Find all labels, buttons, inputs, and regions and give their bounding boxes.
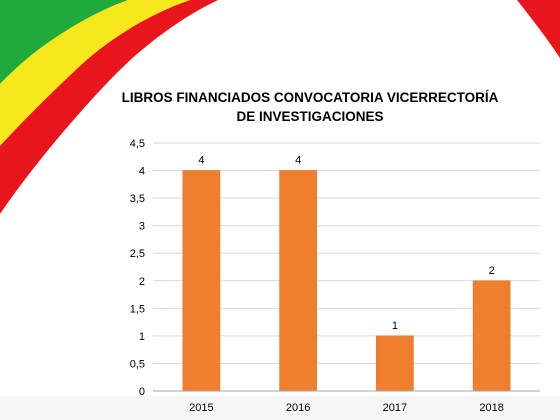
x-tick-label-2015: 2015 [189,402,213,414]
y-tick-label: 1 [139,331,145,343]
bar-2017 [376,335,414,392]
y-tick-label: 3,5 [130,193,145,205]
x-tick-label-2017: 2017 [383,402,407,414]
slide-bottom-shadow [0,396,560,420]
y-tick-label: 0 [139,386,145,398]
chart-title-line-1: LIBROS FINANCIADOS CONVOCATORIA VICERREC… [121,90,499,105]
data-labels: 4 4 1 2 [198,155,494,332]
data-label-2018: 2 [489,265,495,277]
bar-2016 [279,170,317,392]
y-tick-label: 0,5 [130,358,145,370]
bar-2018 [472,280,511,392]
y-tick-label: 2 [139,276,145,288]
x-axis-tick-labels: 2015 2016 2017 2018 [189,402,504,414]
data-label-2017: 1 [392,320,398,332]
y-tick-label: 3 [139,221,145,233]
bars [182,170,511,392]
y-tick-label: 1,5 [130,303,145,315]
y-tick-label: 2,5 [130,248,145,260]
y-tick-label: 4 [139,166,145,178]
flag-stripe-yellow [0,0,190,146]
x-tick-label-2018: 2018 [479,402,503,414]
y-axis-tick-labels: 0 0,5 1 1,5 2 2,5 3 3,5 4 4,5 [130,138,145,398]
flag-corner-red [517,0,560,58]
flag-stripe-green [0,0,128,84]
chart-title-line-2: DE INVESTIGACIONES [236,109,384,124]
y-tick-label: 4,5 [130,138,145,150]
data-label-2016: 4 [295,155,301,167]
flag-stripe-red [0,0,218,214]
bar-2015 [182,170,221,392]
data-label-2015: 4 [198,155,204,167]
x-tick-label-2016: 2016 [286,402,310,414]
chart-title: LIBROS FINANCIADOS CONVOCATORIA VICERREC… [110,88,510,126]
